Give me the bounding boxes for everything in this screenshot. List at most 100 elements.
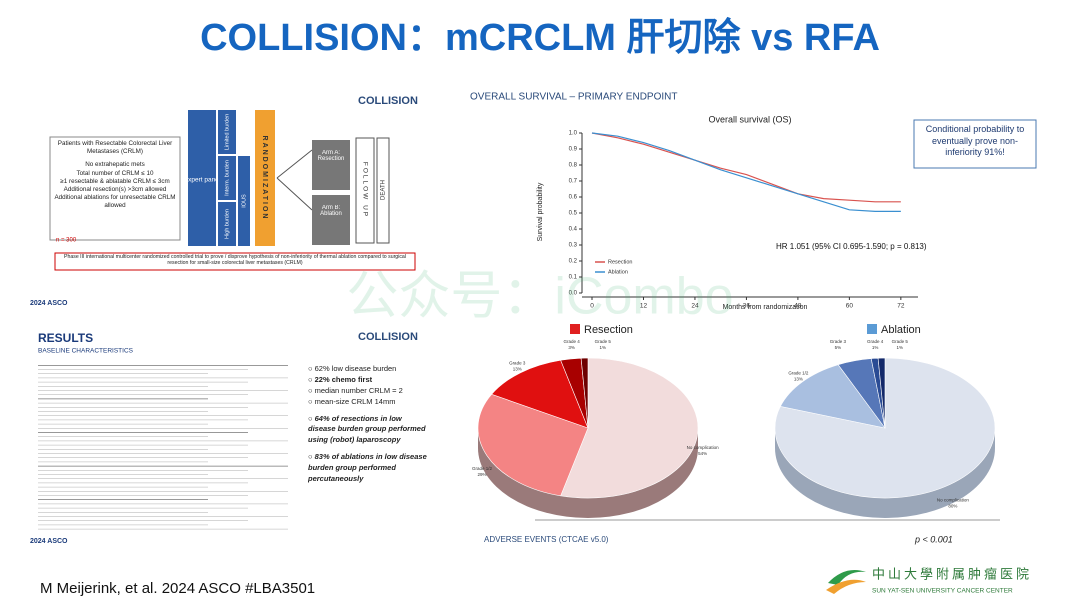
callout: Conditional probability to eventually pr…	[925, 124, 1025, 158]
slice-label: No complication	[937, 497, 970, 502]
y-tick-label: 0.1	[569, 275, 578, 281]
table-row-line	[38, 411, 208, 412]
x-tick-label: 48	[794, 303, 802, 310]
bullets-fo: ○ 62% low disease burden ○ 22% chemo fir…	[308, 364, 430, 485]
arm-box	[312, 140, 350, 190]
arm-label: Arm B: Ablation	[320, 205, 342, 217]
table-row-line	[38, 369, 248, 370]
hr-annotation: HR 1.051 (95% CI 0.695-1.590; p = 0.813)	[776, 242, 927, 251]
legend-label: Ablation	[608, 269, 628, 275]
citation: M Meijerink, et al. 2024 ASCO #LBA3501	[40, 580, 315, 597]
slice-label: Grade 4	[867, 339, 884, 344]
table-row-line	[38, 449, 208, 450]
table-row-line	[38, 499, 208, 500]
randomization-label: RANDOMIZATION	[261, 136, 268, 221]
slice-label: Grade 3	[509, 360, 526, 365]
table-row-line	[38, 365, 288, 366]
table-row-line	[38, 482, 248, 484]
table-row-line	[38, 432, 248, 433]
table-row-line	[38, 398, 208, 400]
burden-label: Interm. burden	[224, 160, 230, 196]
chart-title: Overall survival (OS)	[708, 114, 791, 124]
slice-value-label: 5%	[835, 345, 842, 350]
pie-slice	[560, 357, 699, 499]
table-row-line	[38, 465, 288, 467]
criteria: Patients with Resectable Colorectal Live…	[52, 140, 178, 210]
finding: ○ 83% of ablations in low disease burden…	[308, 452, 427, 483]
table-row-line	[38, 507, 248, 509]
table-row-line	[38, 436, 208, 437]
note-fo: Phase III international multicenter rand…	[64, 254, 406, 267]
pie-slice	[477, 393, 589, 497]
criterion: ≥1 resectable & ablatable CRLM ≤ 3cm	[60, 177, 170, 185]
death-box	[376, 137, 390, 244]
survival-curve	[591, 132, 901, 203]
criterion: No extrahepatic mets	[85, 161, 145, 169]
slice-label: Grade 4	[564, 339, 581, 344]
institution-en: SUN YAT-SEN UNIVERSITY CANCER CENTER	[872, 588, 1013, 595]
table-row-line	[38, 415, 288, 416]
arm-box	[312, 195, 350, 245]
arrows	[276, 149, 313, 211]
arm-fo: Arm A: Resection	[318, 150, 345, 162]
table-row-line	[38, 428, 288, 429]
slice-label: Grade 5	[892, 339, 909, 344]
y-tick-label: 0.2	[569, 259, 578, 265]
logo-mark	[826, 579, 866, 594]
slice-value-label: 13%	[513, 366, 522, 371]
table-row-line	[38, 394, 248, 395]
slice-label: Grade 1/2	[472, 466, 493, 471]
slice-value-label: 80%	[948, 503, 957, 508]
x-tick-label: 12	[640, 303, 648, 310]
x-tick-label: 72	[897, 303, 905, 310]
ious-label: IOUS	[241, 194, 247, 208]
trial-note: Phase III international multicenter rand…	[64, 254, 406, 267]
table-row-line	[38, 461, 208, 463]
table-row-line	[38, 520, 248, 521]
table-row-line	[38, 390, 288, 391]
burden-label: Limited burden	[224, 114, 230, 150]
bullet-text: median number CRLM = 2	[314, 385, 403, 395]
table-row-line	[38, 377, 288, 379]
bullet-text: 62% low disease burden	[314, 364, 397, 373]
logo-mark	[828, 570, 866, 585]
slice-value-label: 13%	[794, 376, 803, 381]
death-label: DEATH	[381, 180, 387, 200]
y-tick-label: 0.9	[569, 147, 578, 153]
table-row-line	[38, 512, 208, 513]
bullet-list: ○ 62% low disease burden ○ 22% chemo fir…	[308, 364, 430, 485]
y-tick-label: 0.6	[569, 195, 578, 201]
slice-label: No complication	[687, 445, 720, 450]
results-subtitle: BASELINE CHARACTERISTICS	[38, 348, 134, 355]
y-tick-label: 0.0	[569, 291, 578, 297]
table-row-line	[38, 457, 248, 458]
table-row-line	[38, 402, 288, 404]
callout-box	[913, 119, 1037, 169]
design-panel: COLLISION Patients with Resectable Color…	[30, 95, 418, 307]
table-row-line	[38, 407, 248, 408]
ae-caption: ADVERSE EVENTS (CTCAE v5.0)	[484, 535, 609, 544]
bullet: ○ median number CRLM = 2	[308, 385, 403, 395]
table-row-line	[38, 386, 208, 387]
criterion: Additional ablations for unresectable CR…	[54, 194, 176, 210]
criterion: Additional resection(s) >3cm allowed	[63, 185, 167, 193]
callout-fo: Conditional probability to eventually pr…	[925, 124, 1025, 158]
table-row-line	[38, 516, 288, 517]
conference: 2024 ASCO	[30, 300, 68, 307]
table-row-line	[38, 495, 248, 496]
follow-box	[355, 137, 375, 244]
x-tick-label: 36	[743, 303, 751, 310]
x-tick-label: 60	[846, 303, 854, 310]
bullet-text: 22% chemo first	[314, 374, 373, 384]
expert-box	[188, 110, 216, 246]
legend-label: Resection	[608, 259, 632, 265]
y-tick-label: 1.0	[569, 131, 578, 137]
slice-label: Grade 5	[595, 339, 612, 344]
panel-heading: OVERALL SURVIVAL – PRIMARY ENDPOINT	[470, 92, 677, 103]
arm-fo: Arm B: Ablation	[320, 205, 342, 217]
table-row-line	[38, 478, 288, 479]
x-tick-label: 0	[590, 303, 594, 310]
burden-box	[218, 156, 236, 200]
